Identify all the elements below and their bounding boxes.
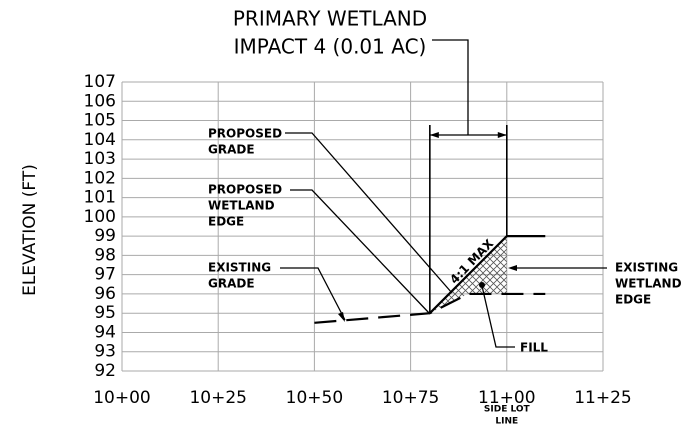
annotation: EXISTING: [208, 261, 271, 275]
annotation: EXISTING: [615, 261, 678, 275]
leader: [285, 132, 453, 294]
y-tick-label: 93: [94, 342, 116, 362]
leader: [280, 267, 346, 321]
annotation: WETLAND: [208, 199, 275, 213]
annotation: PROPOSED: [208, 127, 282, 141]
title-leader: [432, 39, 469, 135]
annotation: PROPOSED: [208, 183, 282, 197]
y-tick-label: 100: [84, 207, 116, 227]
annotation: SIDE LOT: [484, 405, 531, 415]
y-tick-label: 98: [94, 245, 116, 265]
x-tick-label: 10+25: [189, 388, 247, 408]
x-tick-label: 10+75: [382, 388, 440, 408]
y-tick-label: 95: [94, 303, 116, 323]
leader: [290, 189, 431, 315]
series-line: [314, 292, 546, 324]
x-tick-label: 10+00: [93, 388, 151, 408]
x-tick-label: 11+25: [574, 388, 632, 408]
title-line: IMPACT 4 (0.01 AC): [234, 35, 427, 59]
series-line: [429, 235, 546, 314]
y-tick-label: 107: [84, 72, 116, 92]
y-tick-label: 103: [84, 149, 116, 169]
y-tick-label: 105: [84, 111, 116, 131]
arrow: [429, 132, 507, 138]
arrow: [338, 312, 345, 322]
annotation: GRADE: [208, 143, 255, 157]
x-tick-label: 10+50: [286, 388, 344, 408]
y-axis-label: ELEVATION (FT): [20, 164, 40, 296]
annotation: WETLAND: [615, 277, 682, 291]
y-tick-label: 104: [84, 130, 116, 150]
y-tick-label: 96: [94, 284, 116, 304]
annotation: FILL: [520, 341, 548, 355]
annotation: EDGE: [208, 215, 244, 229]
y-tick-label: 101: [84, 188, 116, 208]
annotation: LINE: [495, 417, 518, 427]
leader-dot: [479, 282, 485, 288]
y-tick-label: 106: [84, 91, 116, 111]
arrow: [508, 265, 517, 271]
leader: [481, 285, 515, 348]
y-tick-label: 94: [94, 322, 116, 342]
y-tick-label: 97: [94, 265, 116, 285]
x-tick-label: 11+00: [478, 388, 536, 408]
annotation: EDGE: [615, 293, 651, 307]
annotation: GRADE: [208, 277, 255, 291]
y-tick-label: 92: [94, 361, 116, 381]
y-tick-label: 102: [84, 168, 116, 188]
title-line: PRIMARY WETLAND: [233, 7, 427, 31]
y-tick-label: 99: [94, 226, 116, 246]
